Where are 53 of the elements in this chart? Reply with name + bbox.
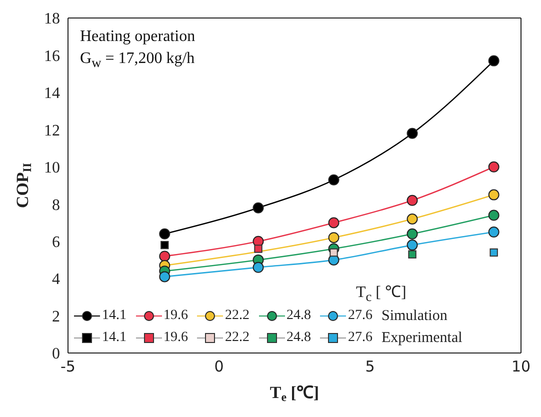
point	[488, 210, 500, 221]
y-tick-label: 4	[52, 271, 60, 288]
annotation: Heating operation	[80, 27, 196, 47]
point	[159, 228, 170, 240]
y-tick-label: 8	[52, 196, 60, 214]
point	[159, 271, 170, 282]
legend-label: 19.6	[164, 308, 188, 324]
point	[408, 250, 416, 258]
point	[488, 189, 500, 200]
y-tick-label: 2	[52, 308, 60, 326]
legend-label: 14.1	[102, 308, 126, 324]
point	[406, 128, 418, 139]
legend-label: 19.6	[164, 330, 188, 346]
legend-label: 24.8	[286, 308, 311, 324]
point	[490, 248, 498, 257]
legend-label: 22.2	[225, 308, 250, 324]
point	[488, 161, 500, 172]
point	[252, 202, 264, 214]
point	[488, 55, 500, 66]
legend-label: 22.2	[225, 330, 250, 346]
point	[330, 248, 338, 257]
y-tick-label: 10	[44, 160, 60, 177]
point	[406, 228, 418, 240]
point	[159, 250, 170, 262]
y-tick-label: 6	[52, 234, 60, 252]
legend-label: 27.6	[348, 308, 372, 324]
point	[406, 240, 418, 251]
legend-title: T$_{c}$ [ ℃]	[354, 282, 406, 305]
legend-label: 27.6	[348, 330, 372, 346]
point	[160, 240, 169, 250]
y-tick-label: 18	[44, 10, 60, 28]
x-tick-label: 10	[511, 358, 531, 376]
x-tick-label: 5	[365, 358, 375, 376]
x-axis-title: T$_{e}$ [℃]	[270, 383, 320, 404]
y-tick-label: 16	[44, 48, 60, 65]
point	[488, 226, 500, 238]
point	[328, 217, 340, 228]
annotation: Simulation	[382, 308, 448, 324]
point	[328, 174, 340, 186]
annotation: Experimental	[382, 330, 462, 346]
legend-label: 14.1	[102, 330, 126, 346]
y-tick-label: 14	[44, 85, 60, 102]
point	[252, 262, 264, 273]
annotation: G$_{w}$ = 17,200 kg/h	[80, 49, 196, 72]
y-tick-label: 0	[52, 346, 60, 363]
point	[406, 194, 418, 206]
x-tick-label: 0	[214, 358, 224, 376]
point	[406, 214, 418, 224]
legend-label: 24.8	[286, 330, 311, 346]
y-tick-label: 12	[44, 122, 60, 140]
point	[254, 244, 262, 253]
point	[328, 232, 340, 244]
x-tick-label: -5	[60, 358, 76, 376]
